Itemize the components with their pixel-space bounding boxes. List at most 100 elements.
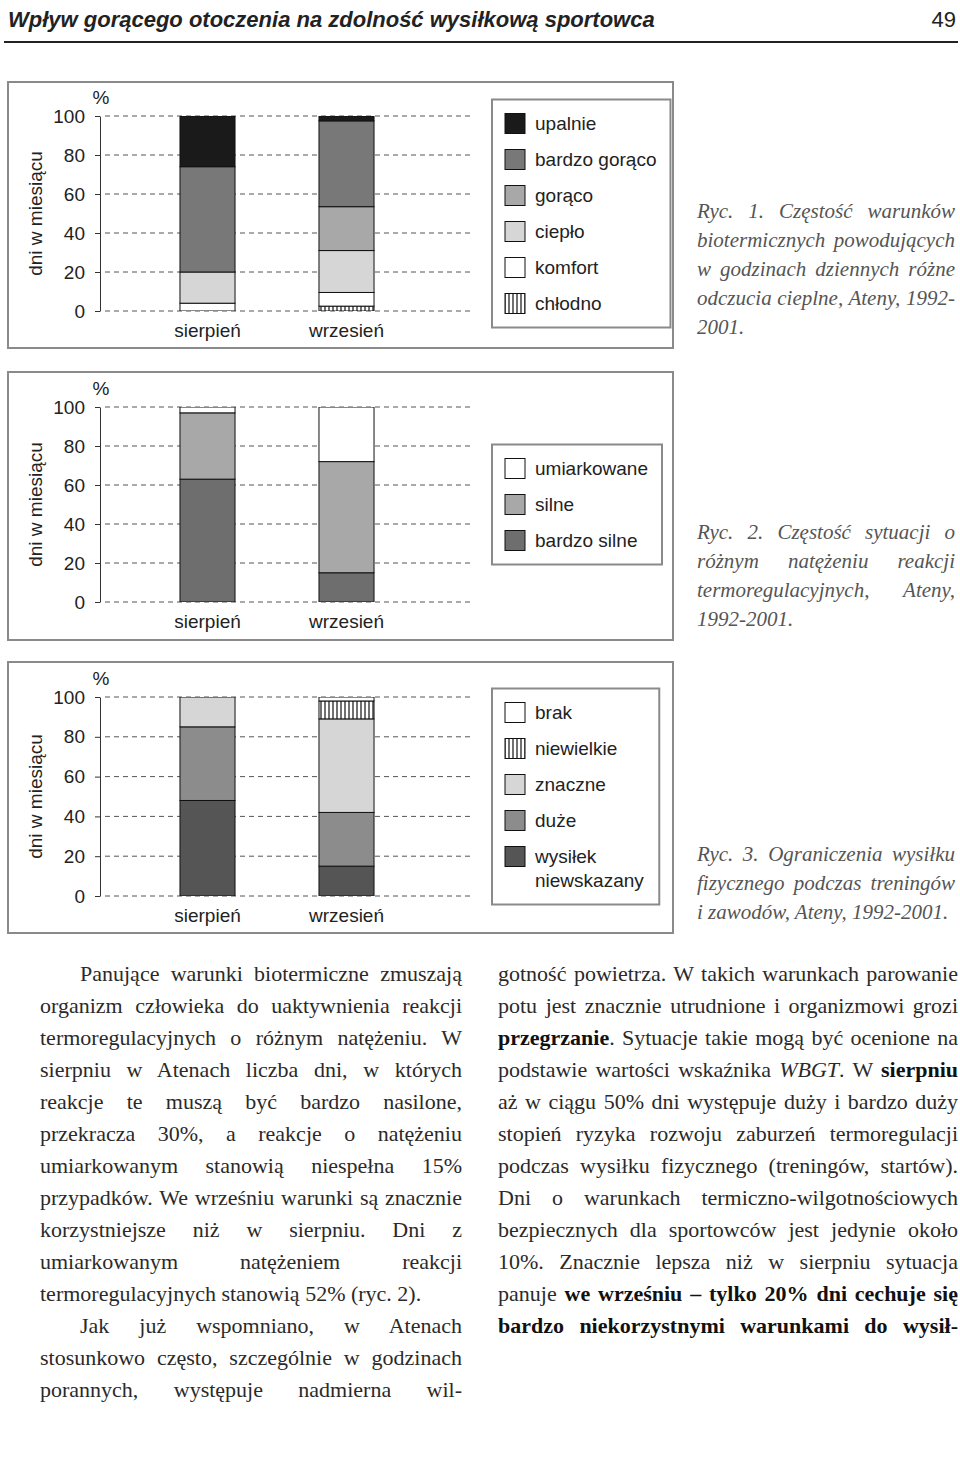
y-tick: 80	[64, 726, 100, 747]
bar-segment	[319, 207, 374, 251]
y-tick-label: 40	[64, 223, 85, 244]
text-run: . W	[839, 1057, 881, 1082]
bars	[180, 407, 374, 602]
y-tick: 0	[74, 886, 100, 907]
bar-segment	[319, 462, 374, 573]
legend-box	[492, 689, 659, 905]
y-tick-label: 0	[74, 592, 85, 613]
grid-line	[105, 155, 470, 156]
text-run	[682, 1281, 690, 1306]
legend-swatch	[505, 222, 525, 242]
x-tick: wrzesień	[308, 611, 384, 632]
bar-segment	[180, 697, 235, 727]
y-tick: 80	[64, 436, 100, 457]
chart-frame	[8, 662, 673, 933]
legend-label: gorąco	[535, 185, 593, 206]
grid-line	[105, 194, 470, 195]
text-run: sierpniu	[881, 1057, 958, 1082]
grid-line	[105, 116, 470, 117]
legend-swatch	[505, 775, 525, 795]
y-axis-line	[100, 408, 101, 603]
y-tick-label: 60	[64, 475, 85, 496]
y-axis: 020406080100	[53, 687, 100, 907]
x-tick: sierpień	[174, 905, 241, 926]
y-tick-label: 80	[64, 726, 85, 747]
legend: upalniebardzo gorącogorącociepłokomfortc…	[492, 100, 670, 328]
legend: brakniewielkieznacznedużewysiłekniewskaz…	[492, 689, 659, 905]
legend-swatch	[505, 294, 525, 314]
y-tick-mark	[95, 737, 100, 738]
bar-segment	[180, 413, 235, 479]
running-title: Wpływ gorącego otoczenia na zdolność wys…	[8, 7, 655, 32]
legend-entry: znaczne	[505, 774, 606, 795]
x-tick: wrzesień	[308, 905, 384, 926]
grid-line	[105, 233, 470, 234]
text-run: we wrześniu	[565, 1281, 683, 1306]
grid-line	[105, 896, 470, 897]
legend-swatch	[505, 186, 525, 206]
figure-caption: Ryc. 3. Ograniczenia wysiłku fizycznego …	[697, 840, 955, 927]
bar-segment	[180, 697, 235, 698]
page-number: 49	[932, 7, 956, 32]
bar-segment	[319, 866, 374, 896]
legend-swatch	[505, 114, 525, 134]
x-tick: sierpień	[174, 320, 241, 341]
bar-segment	[319, 306, 374, 311]
grid-line	[105, 697, 470, 698]
legend-entry: silne	[505, 494, 574, 515]
legend-entry: umiarkowane	[505, 458, 648, 479]
y-tick-mark	[95, 155, 100, 156]
legend-entry: niewielkie	[505, 738, 617, 759]
legend-swatch	[505, 531, 525, 551]
legend-label: silne	[535, 494, 574, 515]
y-tick-label: 0	[74, 301, 85, 322]
paragraph: Panujące warunki biotermiczne zmuszają o…	[40, 958, 462, 1310]
grid-line	[105, 856, 470, 857]
text-run: przegrzanie	[498, 1025, 609, 1050]
chart: 0 20 40 60 80 100 sierpień wrzesień dni w miesią…	[8, 372, 673, 640]
y-axis-title: dni w miesiącu	[25, 442, 46, 567]
bar-segment	[319, 697, 374, 701]
grid-line	[105, 602, 470, 603]
y-tick-label: 80	[64, 145, 85, 166]
y-tick: 100	[53, 106, 100, 127]
x-tick: wrzesień	[308, 320, 384, 341]
y-tick: 20	[64, 553, 100, 574]
unit-annotation: %	[93, 378, 110, 399]
y-tick: 20	[64, 846, 100, 867]
legend-label: upalnie	[535, 113, 596, 134]
y-tick-mark	[95, 233, 100, 234]
y-tick-mark	[95, 563, 100, 564]
bar-segment	[319, 701, 374, 719]
y-tick-mark	[95, 896, 100, 897]
grid-line	[105, 736, 470, 737]
x-tick: sierpień	[174, 611, 241, 632]
y-tick: 80	[64, 145, 100, 166]
text-column: Panujące warunki biotermiczne zmuszają o…	[40, 958, 462, 1406]
figure-caption: Ryc. 2. Częstość sytuacji o różnym natęż…	[697, 518, 955, 634]
grid-line	[105, 446, 470, 447]
y-tick-mark	[95, 816, 100, 817]
y-tick-label: 100	[53, 687, 85, 708]
y-axis-title: dni w miesiącu	[25, 151, 46, 276]
legend-swatch	[505, 739, 525, 759]
bar-segment	[319, 407, 374, 462]
y-tick: 60	[64, 766, 100, 787]
y-tick-label: 40	[64, 514, 85, 535]
y-tick-label: 100	[53, 106, 85, 127]
y-tick: 20	[64, 262, 100, 283]
y-tick: 100	[53, 397, 100, 418]
bar-segment	[319, 719, 374, 813]
x-tick-label: wrzesień	[308, 905, 384, 926]
text-run: WBGT	[779, 1057, 839, 1082]
x-tick-label: wrzesień	[308, 611, 384, 632]
legend: umiarkowanesilnebardzo silne	[492, 445, 662, 565]
grid-line	[105, 311, 470, 312]
y-tick-mark	[95, 272, 100, 273]
paragraph: Jak już wspomniano, w Atenach stosunkowo…	[40, 1310, 462, 1406]
legend-swatch	[505, 258, 525, 278]
chart: 020406080100sierpieńwrzesieńdni w miesią…	[8, 662, 673, 933]
legend-swatch	[505, 703, 525, 723]
legend-label: brak	[535, 702, 572, 723]
y-tick-mark	[95, 777, 100, 778]
